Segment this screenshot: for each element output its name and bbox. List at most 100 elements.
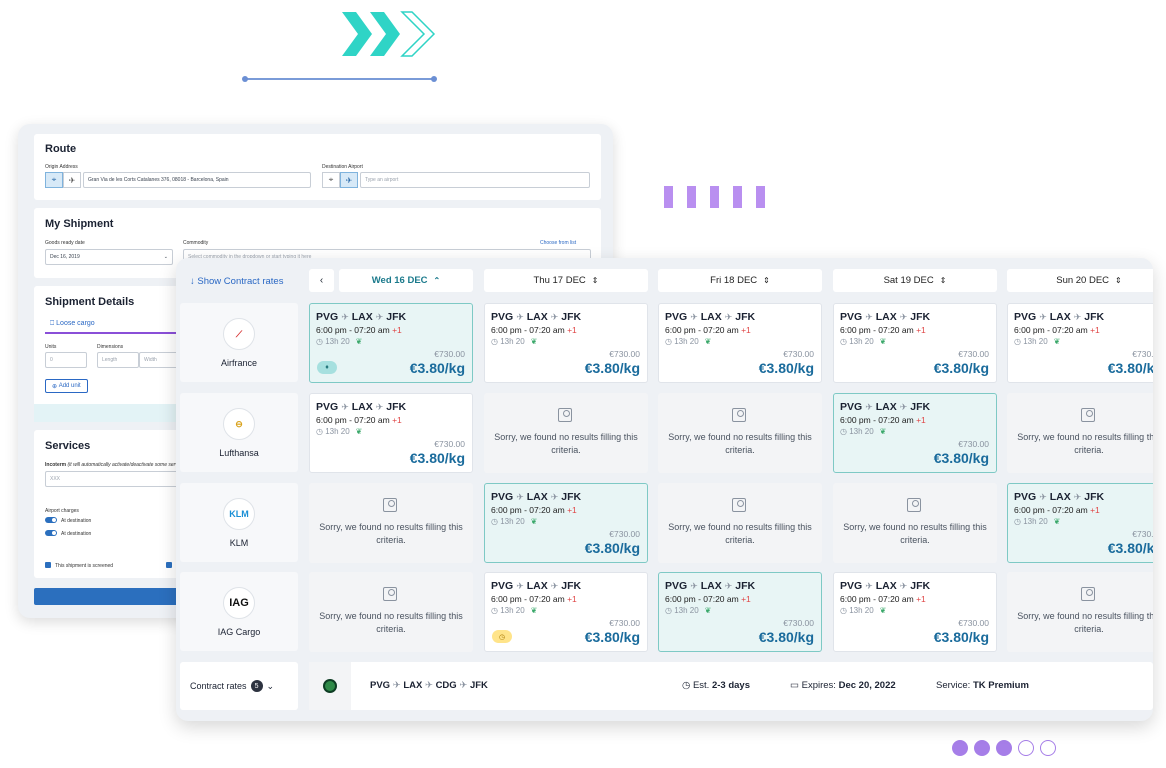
airport-code: JFK xyxy=(1084,311,1105,323)
flight-route: PVG ✈ LAX ✈ JFK xyxy=(491,491,581,503)
flight-option-card[interactable]: PVG ✈ LAX ✈ JFK 6:00 pm - 07:20 am +1 ◷ 13h 20… xyxy=(309,393,473,473)
no-results-message: Sorry, we found no results filling this … xyxy=(668,432,812,455)
tab-day-4[interactable]: Sun 20 DEC ⇕ xyxy=(1007,269,1153,292)
flight-option-card[interactable]: PVG ✈ LAX ✈ JFK 6:00 pm - 07:20 am +1 ◷ 13h 20… xyxy=(658,303,822,383)
no-results-icon xyxy=(1081,587,1095,601)
no-results-icon xyxy=(383,498,397,512)
tab-day-3[interactable]: Sat 19 DEC ⇕ xyxy=(833,269,997,292)
plane-icon[interactable]: ✈ xyxy=(340,172,358,188)
flight-duration: ◷ 13h 20 ❦ xyxy=(1014,337,1060,346)
commodity-label: Commodity xyxy=(183,240,209,246)
leaf-icon: ❦ xyxy=(704,606,712,615)
next-day-indicator: +1 xyxy=(567,505,577,515)
price-per-kg: €3.80/kg xyxy=(584,540,640,556)
screened-checkbox[interactable] xyxy=(45,562,51,568)
plane-icon: ✈ xyxy=(690,581,698,591)
destination-toggle-2[interactable] xyxy=(45,530,57,536)
destination-airport-input[interactable]: Type an airport xyxy=(360,172,590,188)
airport-code: JFK xyxy=(910,401,931,413)
airport-code: LAX xyxy=(526,311,548,323)
flight-option-card[interactable]: PVG ✈ LAX ✈ JFK 6:00 pm - 07:20 am +1 ◷ 13h 20… xyxy=(658,572,822,652)
length-input[interactable]: Length xyxy=(97,352,139,368)
clock-icon: ◷ xyxy=(840,427,850,436)
airport-code: LAX xyxy=(700,580,722,592)
flight-duration: ◷ 13h 20 ❦ xyxy=(840,606,886,615)
price-per-kg: €3.80/kg xyxy=(409,450,465,466)
tab-day-2[interactable]: Fri 18 DEC ⇕ xyxy=(658,269,822,292)
tab-loose-cargo[interactable]: ⎕ Loose cargo xyxy=(50,320,95,327)
no-results-icon xyxy=(907,498,921,512)
tab-day-1[interactable]: Thu 17 DEC ⇕ xyxy=(484,269,648,292)
airport-code: CDG xyxy=(435,680,457,691)
no-result-cell: Sorry, we found no results filling this … xyxy=(484,393,648,473)
flight-duration: ◷ 13h 20 ❦ xyxy=(840,337,886,346)
contract-rate-row[interactable]: PVG ✈ LAX ✈ CDG ✈ JFK ◷ Est. 2-3 days ▭ … xyxy=(309,662,1153,710)
incoterm-note: (it will automatically activate/deactiva… xyxy=(67,462,189,468)
show-contract-rates-link[interactable]: ↓ Show Contract rates xyxy=(190,276,284,287)
plane-icon: ✈ xyxy=(690,312,698,322)
flight-duration: ◷ 13h 20 ❦ xyxy=(316,427,362,436)
toggle1-label: At destination xyxy=(61,518,92,524)
flight-option-card[interactable]: PVG ✈ LAX ✈ JFK 6:00 pm - 07:20 am +1 ◷ 13h 20… xyxy=(833,572,997,652)
sort-icon: ⇕ xyxy=(1115,276,1122,285)
duration-value: 13h 20 xyxy=(1023,337,1048,346)
leaf-icon: ❦ xyxy=(879,337,887,346)
destination-toggle-1[interactable] xyxy=(45,517,57,523)
location-pin-icon[interactable]: ⌖ xyxy=(322,172,340,188)
airport-charges-label: Airport charges xyxy=(45,508,79,514)
old-price: €730.00 xyxy=(609,349,640,359)
plane-icon: ✈ xyxy=(516,312,524,322)
flight-route: PVG ✈ LAX ✈ JFK xyxy=(491,311,581,323)
flight-duration: ◷ 13h 20 ❦ xyxy=(1014,517,1060,526)
day-label: Fri 18 DEC xyxy=(710,275,758,286)
chevrons-decoration xyxy=(342,11,436,57)
old-price: €730.00 xyxy=(1132,349,1153,359)
plane-icon: ✈ xyxy=(865,312,873,322)
flight-duration: ◷ 13h 20 ❦ xyxy=(491,337,537,346)
no-results-message: Sorry, we found no results filling this … xyxy=(1017,611,1153,634)
airport-code: PVG xyxy=(665,311,688,323)
width-input[interactable]: Width xyxy=(139,352,181,368)
incoterm-input[interactable]: XXX xyxy=(45,471,185,487)
flight-option-card[interactable]: PVG ✈ LAX ✈ JFK 6:00 pm - 07:20 am +1 ◷ 13h 20… xyxy=(484,572,648,652)
flight-route: PVG ✈ LAX ✈ JFK xyxy=(665,311,755,323)
airport-code: PVG xyxy=(840,311,863,323)
next-day-indicator: +1 xyxy=(741,594,751,604)
add-unit-button[interactable]: ⊕ Add unit xyxy=(45,379,88,393)
plane-icon: ✈ xyxy=(724,312,733,322)
no-result-cell: Sorry, we found no results filling this … xyxy=(658,483,822,563)
flight-duration: ◷ 13h 20 ❦ xyxy=(665,606,711,615)
tab-day-0[interactable]: Wed 16 DEC ⌃ xyxy=(339,269,473,292)
flight-option-card[interactable]: PVG ✈ LAX ✈ JFK 6:00 pm - 07:20 am +1 ◷ 13h 20… xyxy=(833,393,997,473)
next-day-indicator: +1 xyxy=(741,325,751,335)
services-title: Services xyxy=(45,440,91,452)
next-day-indicator: +1 xyxy=(1090,505,1100,515)
flight-option-card[interactable]: PVG ✈ LAX ✈ JFK 6:00 pm - 07:20 am +1 ◷ 13h 20… xyxy=(1007,483,1153,563)
flight-option-card[interactable]: PVG ✈ LAX ✈ JFK 6:00 pm - 07:20 am +1 ◷ 13h 20… xyxy=(484,483,648,563)
airport-code: LAX xyxy=(351,311,373,323)
old-price: €730.00 xyxy=(783,349,814,359)
prev-week-button[interactable]: ‹ xyxy=(309,269,334,292)
no-result-cell: Sorry, we found no results filling this … xyxy=(1007,393,1153,473)
sort-icon: ⇕ xyxy=(763,276,770,285)
flight-option-card[interactable]: PVG ✈ LAX ✈ JFK 6:00 pm - 07:20 am +1 ◷ 13h 20… xyxy=(1007,303,1153,383)
flight-option-card[interactable]: PVG ✈ LAX ✈ JFK 6:00 pm - 07:20 am +1 ◷ 13h 20… xyxy=(484,303,648,383)
flight-option-card[interactable]: PVG ✈ LAX ✈ JFK 6:00 pm - 07:20 am +1 ◷ 13h 20… xyxy=(833,303,997,383)
origin-address-input[interactable]: Gran Via de les Corts Catalanes 376, 080… xyxy=(83,172,311,188)
expires-prefix: Expires: xyxy=(801,680,836,691)
location-pin-icon[interactable]: ⌖ xyxy=(45,172,63,188)
goods-ready-date-select[interactable]: Dec 16, 2019 ⌄ xyxy=(45,249,173,265)
contract-rates-toggle[interactable]: Contract rates 5 ⌄ xyxy=(180,662,298,710)
second-checkbox[interactable] xyxy=(166,562,172,568)
duration-value: 13h 20 xyxy=(500,517,525,526)
airport-code: JFK xyxy=(386,401,407,413)
airport-code: JFK xyxy=(561,491,582,503)
next-day-indicator: +1 xyxy=(567,594,577,604)
plane-icon: ✈ xyxy=(724,581,733,591)
plane-icon[interactable]: ✈ xyxy=(63,172,81,188)
choose-from-list-link[interactable]: Choose from list xyxy=(540,240,577,246)
expires: ▭ Expires: Dec 20, 2022 xyxy=(790,680,896,691)
flight-option-card[interactable]: PVG ✈ LAX ✈ JFK 6:00 pm - 07:20 am +1 ◷ 13h 20… xyxy=(309,303,473,383)
time-range: 6:00 pm - 07:20 am xyxy=(316,325,393,335)
units-input[interactable]: 0 xyxy=(45,352,87,368)
